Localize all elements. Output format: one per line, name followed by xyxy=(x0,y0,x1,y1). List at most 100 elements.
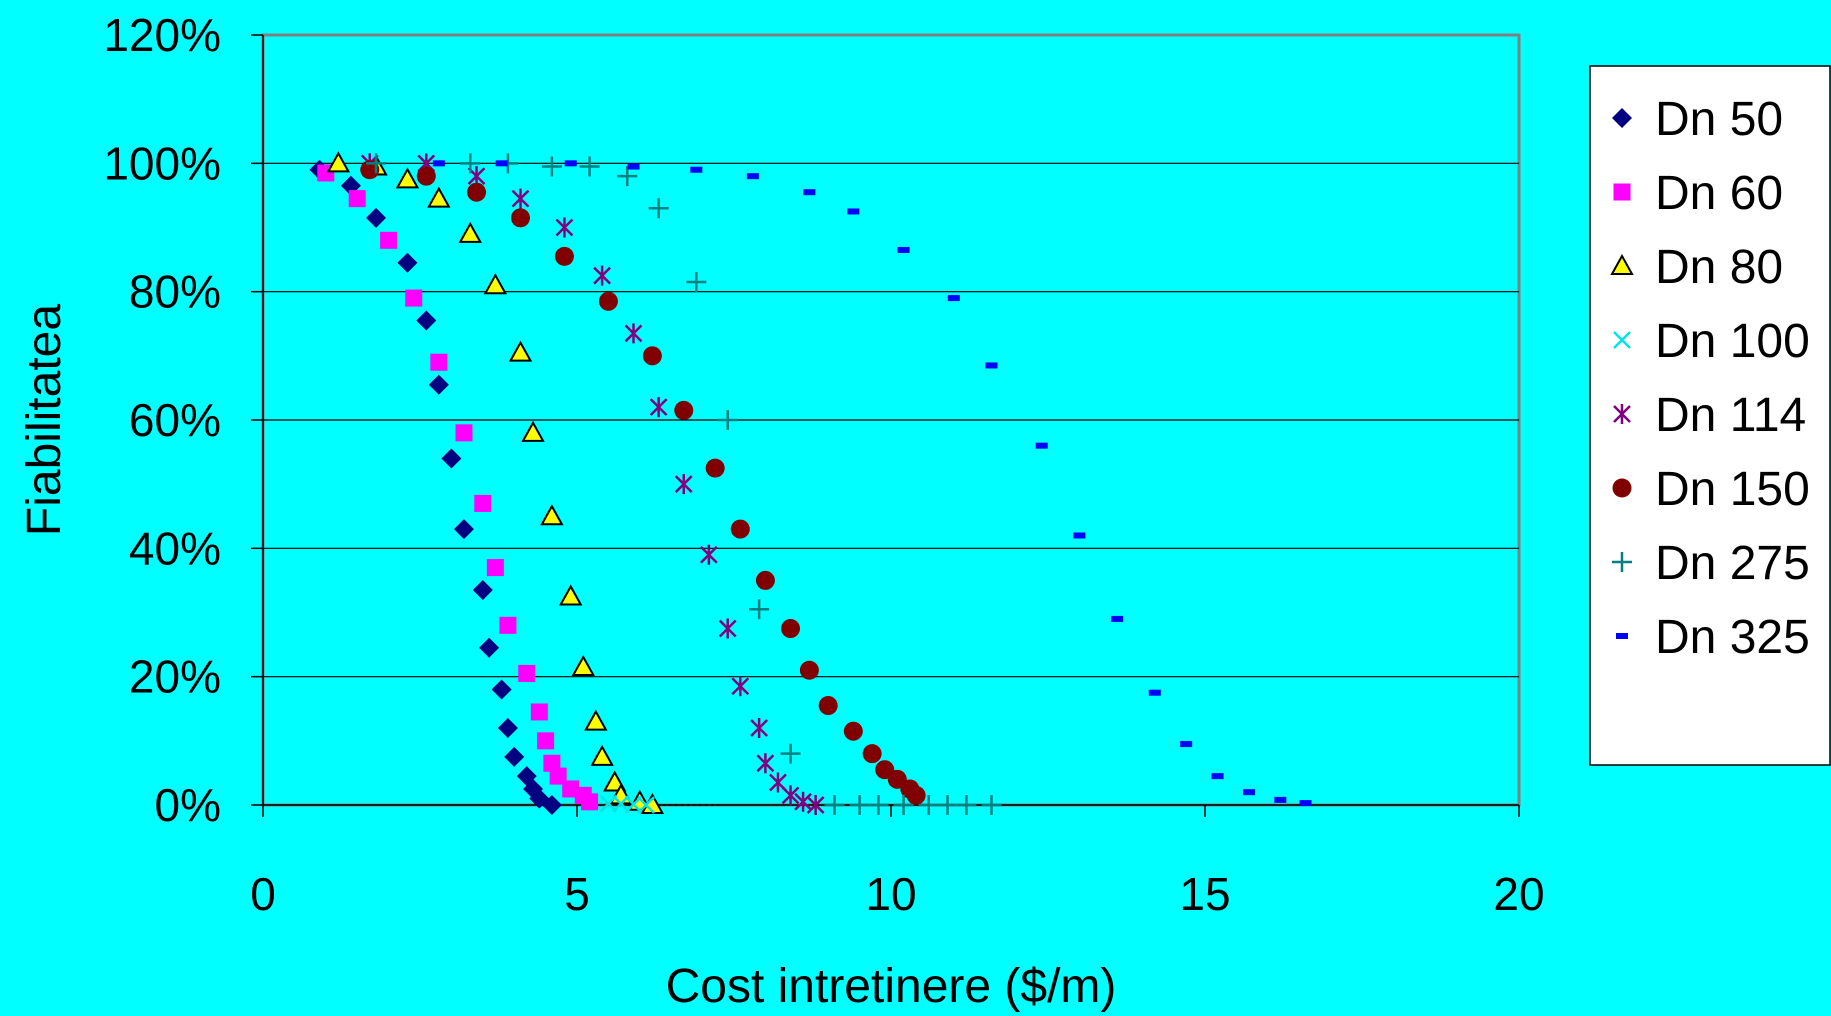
data-point xyxy=(432,160,445,167)
data-point xyxy=(906,785,926,805)
data-point xyxy=(749,599,770,620)
legend-marker xyxy=(1613,404,1631,424)
data-point xyxy=(750,718,769,738)
series-dn-60 xyxy=(317,164,599,811)
legend-label: Dn 150 xyxy=(1655,463,1810,516)
data-point xyxy=(554,246,574,266)
data-point xyxy=(518,664,536,682)
data-point xyxy=(467,182,487,202)
data-point xyxy=(849,795,870,815)
legend-item: Dn 60 xyxy=(1613,167,1783,220)
data-point xyxy=(326,151,351,173)
data-point xyxy=(956,795,977,815)
data-point xyxy=(510,208,530,228)
legend-item: Dn 50 xyxy=(1612,93,1783,146)
data-point xyxy=(397,252,418,273)
legend-marker xyxy=(1616,633,1628,639)
legend-item: Dn 150 xyxy=(1612,463,1810,516)
data-point xyxy=(555,217,574,238)
data-point xyxy=(508,340,533,362)
data-point xyxy=(541,795,562,815)
data-point xyxy=(705,458,725,478)
data-point xyxy=(405,289,423,307)
data-point xyxy=(648,198,669,219)
data-point xyxy=(627,163,640,170)
data-point xyxy=(1148,689,1161,696)
data-point xyxy=(564,160,577,167)
legend: Dn 50 Dn 60 Dn 80 Dn 100 Dn 114 Dn 150 Dn 275 D… xyxy=(1589,65,1831,766)
data-point xyxy=(497,718,518,738)
data-point xyxy=(495,160,508,167)
data-point xyxy=(486,559,504,577)
data-point xyxy=(649,397,668,418)
data-point xyxy=(366,153,387,174)
data-point xyxy=(674,400,694,420)
data-point xyxy=(395,167,420,189)
data-point xyxy=(1180,741,1193,748)
x-tick-label: 5 xyxy=(564,868,590,920)
y-tick-label: 120% xyxy=(103,9,221,61)
data-point xyxy=(642,346,662,366)
y-tick-label: 0% xyxy=(155,779,221,831)
x-tick-label: 15 xyxy=(1179,868,1230,920)
data-point xyxy=(799,660,819,680)
data-point xyxy=(897,246,910,253)
data-point xyxy=(818,696,838,716)
data-point xyxy=(868,795,889,815)
data-point xyxy=(581,793,599,811)
data-point xyxy=(1111,615,1124,622)
data-point xyxy=(637,796,655,814)
data-point xyxy=(479,637,500,658)
data-point xyxy=(731,676,750,697)
data-point xyxy=(441,448,462,469)
x-tick-labels: 0 5 10 15 20 xyxy=(250,868,1544,920)
data-point xyxy=(937,795,958,815)
data-point xyxy=(755,570,775,590)
data-point xyxy=(686,272,707,293)
data-point xyxy=(521,420,545,442)
data-point xyxy=(590,744,614,766)
data-point xyxy=(460,153,481,174)
y-tick-labels: 0% 20% 40% 60% 80% 100% 120% xyxy=(103,9,221,831)
data-point xyxy=(430,353,448,371)
data-point xyxy=(730,519,750,539)
data-point xyxy=(717,410,738,430)
y-tick-label: 40% xyxy=(129,522,221,574)
data-point xyxy=(981,795,1002,815)
y-tick-label: 20% xyxy=(129,651,221,703)
data-point xyxy=(985,362,998,369)
data-point xyxy=(1299,800,1312,807)
y-axis-title: Fiabilitatea xyxy=(18,304,71,536)
data-point xyxy=(624,323,643,344)
x-tick-label: 20 xyxy=(1493,868,1544,920)
data-point xyxy=(416,166,436,186)
data-point xyxy=(579,156,600,177)
data-point xyxy=(540,504,564,526)
data-point xyxy=(847,208,860,215)
legend-marker xyxy=(1612,478,1632,498)
legend-label: Dn 100 xyxy=(1655,315,1810,368)
series-dn-325 xyxy=(432,160,1312,807)
x-tick-label: 0 xyxy=(250,868,276,920)
legend-label: Dn 80 xyxy=(1655,241,1783,294)
data-point xyxy=(543,754,561,772)
data-point xyxy=(491,679,512,700)
x-axis-title: Cost intretinere ($/m) xyxy=(666,960,1117,1013)
data-point xyxy=(366,207,387,228)
data-point xyxy=(427,186,451,208)
data-point xyxy=(559,584,583,606)
data-point xyxy=(780,743,801,764)
data-point xyxy=(617,166,638,187)
data-point xyxy=(455,424,473,442)
data-point xyxy=(1211,773,1224,780)
data-point xyxy=(453,519,474,540)
legend-marker xyxy=(1610,253,1634,275)
data-point xyxy=(483,273,508,295)
data-point xyxy=(537,732,555,750)
data-point xyxy=(781,785,800,806)
data-point xyxy=(571,654,595,677)
legend-marker xyxy=(1612,552,1632,572)
data-point xyxy=(843,721,863,741)
legend-label: Dn 60 xyxy=(1655,167,1783,220)
data-point xyxy=(803,189,816,196)
